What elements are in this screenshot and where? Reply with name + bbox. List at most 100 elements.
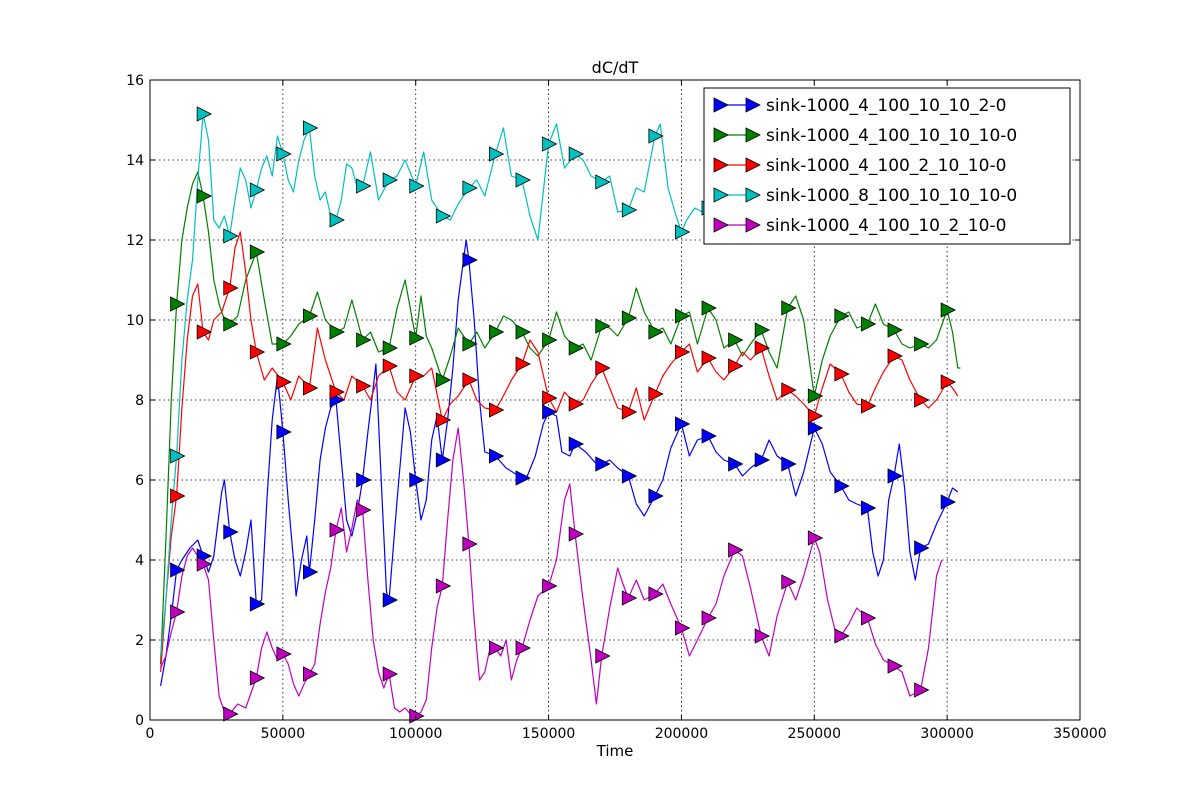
series-marker-1 [223, 524, 239, 540]
legend-marker [745, 157, 761, 173]
series-marker-5 [515, 640, 531, 656]
series-marker-4 [196, 106, 213, 122]
series-marker-2 [621, 310, 638, 326]
series-marker-1 [781, 456, 797, 472]
legend-label: sink-1000_8_100_10_10_10-0 [766, 186, 1017, 206]
series-marker-5 [462, 536, 478, 552]
series-marker-2 [435, 372, 452, 388]
series-line-2 [160, 171, 961, 665]
legend-marker [713, 157, 729, 173]
series-marker-4 [621, 202, 638, 218]
series-marker-3 [303, 380, 319, 396]
series-marker-3 [940, 374, 957, 390]
series-marker-2 [276, 336, 292, 352]
series-marker-2 [542, 332, 558, 348]
series-marker-2 [701, 300, 717, 316]
series-marker-1 [462, 252, 478, 268]
series-marker-4 [595, 174, 611, 190]
series-marker-5 [329, 522, 345, 538]
series-marker-2 [807, 388, 824, 404]
legend-marker [745, 187, 761, 203]
legend-marker [745, 217, 761, 233]
series-marker-5 [675, 620, 691, 636]
series-marker-3 [462, 372, 478, 388]
series-marker-1 [701, 428, 717, 444]
series-marker-2 [648, 324, 664, 340]
series-marker-5 [914, 682, 930, 698]
series-marker-1 [728, 456, 744, 472]
series-marker-4 [303, 120, 319, 136]
y-tick-label: 12 [126, 233, 144, 249]
series-marker-1 [409, 472, 425, 488]
series-marker-5 [781, 574, 797, 590]
series-marker-1 [914, 540, 930, 556]
series-line-1 [160, 239, 959, 687]
series-marker-1 [542, 404, 558, 420]
series-marker-1 [515, 470, 531, 486]
series-marker-1 [170, 562, 186, 578]
series-marker-5 [595, 648, 611, 664]
series-marker-3 [914, 392, 930, 408]
series-marker-3 [542, 390, 558, 406]
series-marker-3 [648, 386, 664, 402]
series-marker-2 [728, 332, 744, 348]
series-marker-5 [276, 646, 292, 662]
chart-title: dC/dT [592, 58, 639, 77]
series-marker-4 [542, 136, 558, 152]
legend-marker [713, 97, 729, 113]
series-marker-5 [249, 670, 266, 686]
series-marker-3 [595, 360, 611, 376]
series-marker-4 [356, 178, 372, 194]
series-marker-3 [781, 382, 797, 398]
series-marker-3 [568, 396, 585, 412]
series-markers [170, 106, 957, 724]
series-marker-3 [675, 344, 691, 360]
series-marker-2 [515, 324, 531, 340]
series-marker-3 [887, 348, 903, 364]
series-marker-4 [515, 172, 531, 188]
series-line-5 [160, 427, 943, 717]
legend-marker [745, 127, 761, 143]
series-marker-2 [940, 302, 957, 318]
series-marker-3 [409, 368, 425, 384]
series-marker-5 [754, 628, 771, 644]
series-marker-5 [382, 666, 399, 682]
series-marker-2 [329, 324, 345, 340]
series-marker-2 [914, 336, 930, 352]
series-marker-4 [675, 224, 691, 240]
series-marker-2 [409, 330, 425, 346]
legend-marker [713, 187, 729, 203]
series-marker-5 [648, 586, 664, 602]
series-marker-1 [675, 416, 691, 432]
series-marker-4 [249, 182, 266, 198]
series-marker-4 [648, 128, 664, 144]
series-line-3 [160, 231, 959, 673]
series-marker-4 [489, 146, 505, 162]
series-marker-5 [170, 604, 186, 620]
series-marker-2 [382, 340, 399, 356]
series-marker-5 [887, 658, 903, 674]
series-marker-1 [489, 448, 505, 464]
y-tick-label: 14 [126, 153, 144, 169]
series-marker-3 [701, 350, 717, 366]
series-marker-1 [568, 436, 585, 452]
x-tick-label: 200000 [655, 726, 708, 742]
series-marker-1 [435, 452, 452, 468]
x-tick-label: 50000 [261, 726, 306, 742]
x-axis-title: Time [596, 742, 634, 760]
series-marker-2 [303, 308, 319, 324]
series-marker-4 [329, 212, 345, 228]
legend-label: sink-1000_4_100_10_10_2-0 [766, 96, 1006, 116]
series-marker-2 [861, 316, 877, 332]
series-marker-3 [834, 366, 850, 382]
series-marker-3 [754, 340, 771, 356]
series-marker-1 [621, 468, 638, 484]
series-marker-5 [621, 590, 638, 606]
series-marker-5 [196, 556, 213, 572]
series-marker-5 [303, 666, 319, 682]
series-marker-5 [807, 530, 824, 546]
series-marker-3 [382, 358, 399, 374]
series-marker-3 [861, 398, 877, 414]
y-tick-label: 6 [135, 473, 144, 489]
x-tick-label: 100000 [389, 726, 442, 742]
